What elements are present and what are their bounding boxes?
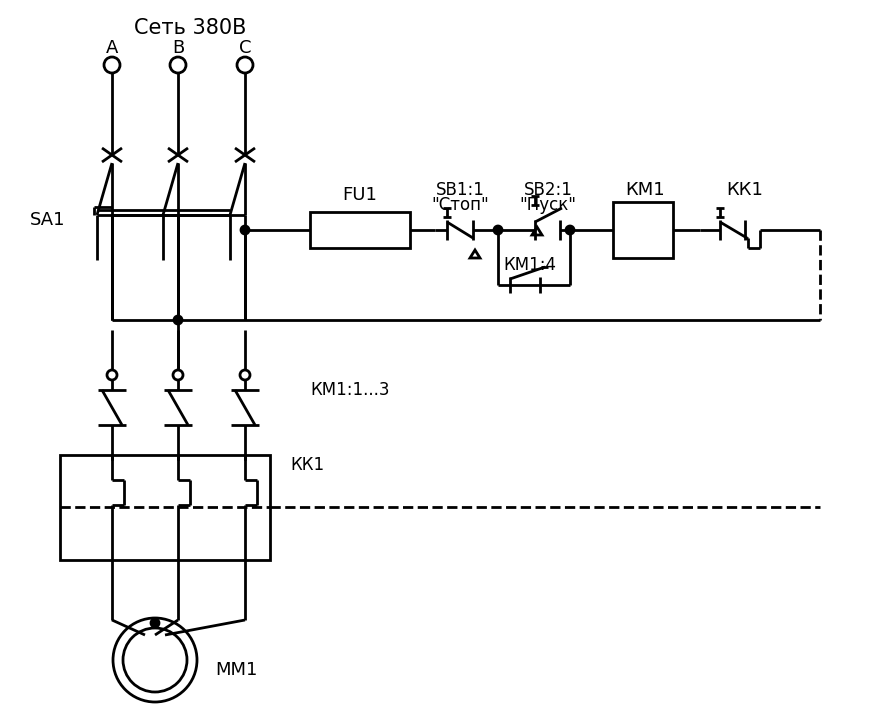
Circle shape [494,226,502,234]
Circle shape [151,619,159,627]
Text: Сеть 380В: Сеть 380В [134,18,246,38]
Circle shape [566,226,574,234]
Text: "Стоп": "Стоп" [431,196,489,214]
Text: C: C [239,39,251,57]
Circle shape [241,226,249,234]
Text: FU1: FU1 [342,186,377,204]
Text: КК1: КК1 [290,456,324,474]
Text: КМ1: КМ1 [625,181,665,199]
Text: SA1: SA1 [30,211,65,229]
Text: SB2:1: SB2:1 [523,181,573,199]
Bar [310,212,410,248]
Text: "Пуск": "Пуск" [520,196,576,214]
Text: КМ1:1...3: КМ1:1...3 [310,381,389,399]
Bar [613,202,673,258]
Text: ММ1: ММ1 [215,661,257,679]
Text: SB1:1: SB1:1 [435,181,484,199]
Text: B: B [172,39,184,57]
Text: КМ1:4: КМ1:4 [503,256,556,274]
Bar [60,455,270,560]
Circle shape [174,316,182,324]
Text: A: A [106,39,118,57]
Text: КК1: КК1 [726,181,764,199]
